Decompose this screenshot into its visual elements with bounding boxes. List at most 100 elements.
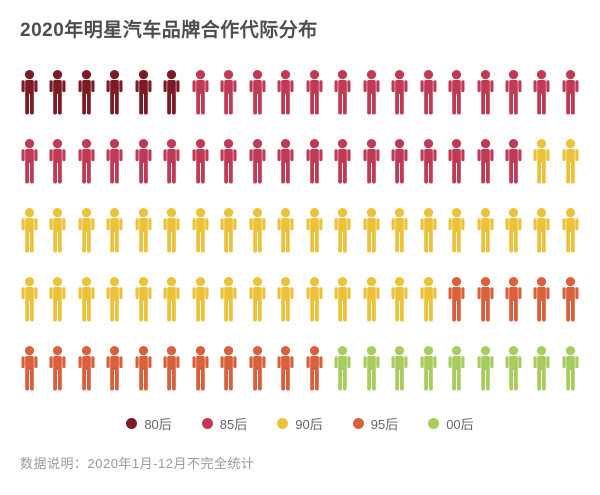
person-icon-00后 xyxy=(476,346,495,391)
person-icon-00后 xyxy=(333,346,352,391)
person-icon-85后 xyxy=(162,139,181,184)
person-icon-95后 xyxy=(77,346,96,391)
person-icon-90后 xyxy=(191,208,210,253)
person-icon-85后 xyxy=(305,70,324,115)
person-icon-95后 xyxy=(504,277,523,322)
person-icon-90后 xyxy=(476,208,495,253)
person-icon-80后 xyxy=(48,70,67,115)
legend: 80后 85后 90后 95后 00后 xyxy=(0,414,600,433)
person-icon-85后 xyxy=(248,70,267,115)
legend-dot xyxy=(352,417,364,429)
person-icon-85后 xyxy=(362,139,381,184)
person-icon-90后 xyxy=(419,208,438,253)
legend-label: 80后 xyxy=(144,416,172,432)
person-icon-85后 xyxy=(305,139,324,184)
person-icon-95后 xyxy=(219,346,238,391)
person-icon-90后 xyxy=(105,277,124,322)
legend-label: 90后 xyxy=(295,416,323,432)
legend-label: 85后 xyxy=(219,416,248,432)
person-icon-95后 xyxy=(276,346,295,391)
person-icon-90后 xyxy=(20,277,39,322)
legend-item-00后: 00后 xyxy=(428,414,474,433)
person-icon-95后 xyxy=(476,277,495,322)
legend-dot xyxy=(126,417,138,429)
person-icon-00后 xyxy=(390,346,409,391)
person-icon-85后 xyxy=(390,70,409,115)
person-icon-85后 xyxy=(532,70,551,115)
data-source-note: 数据说明：2020年1月-12月不完全统计 xyxy=(20,456,255,471)
legend-item-95后: 95后 xyxy=(352,414,399,433)
person-icon-85后 xyxy=(20,139,39,184)
person-icon-95后 xyxy=(561,277,580,322)
person-icon-90后 xyxy=(532,208,551,253)
person-icon-95后 xyxy=(162,346,181,391)
person-icon-80后 xyxy=(134,70,153,115)
person-icon-90后 xyxy=(532,139,551,184)
person-icon-95后 xyxy=(20,346,39,391)
person-icon-90后 xyxy=(305,208,324,253)
person-icon-95后 xyxy=(532,277,551,322)
pictogram-row xyxy=(20,277,580,322)
person-icon-95后 xyxy=(305,346,324,391)
person-icon-90后 xyxy=(105,208,124,253)
legend-item-85后: 85后 xyxy=(201,414,248,433)
pictogram-grid xyxy=(20,70,580,391)
person-icon-85后 xyxy=(504,70,523,115)
legend-label: 00后 xyxy=(446,416,474,432)
pictogram-row xyxy=(20,70,580,115)
person-icon-90后 xyxy=(447,208,466,253)
person-icon-00后 xyxy=(504,346,523,391)
person-icon-90后 xyxy=(48,208,67,253)
person-icon-90后 xyxy=(77,208,96,253)
person-icon-00后 xyxy=(532,346,551,391)
person-icon-80后 xyxy=(162,70,181,115)
legend-item-90后: 90后 xyxy=(277,414,323,433)
legend-item-80后: 80后 xyxy=(126,414,172,433)
legend-label: 95后 xyxy=(370,416,399,432)
person-icon-90后 xyxy=(134,277,153,322)
person-icon-85后 xyxy=(276,139,295,184)
person-icon-90后 xyxy=(77,277,96,322)
person-icon-90后 xyxy=(48,277,67,322)
legend-dot xyxy=(201,417,213,429)
person-icon-85后 xyxy=(447,139,466,184)
pictogram-row xyxy=(20,346,580,391)
person-icon-90后 xyxy=(362,208,381,253)
person-icon-85后 xyxy=(476,70,495,115)
person-icon-95后 xyxy=(447,277,466,322)
person-icon-90后 xyxy=(305,277,324,322)
pictogram-row xyxy=(20,208,580,253)
person-icon-90后 xyxy=(362,277,381,322)
person-icon-90后 xyxy=(248,208,267,253)
person-icon-95后 xyxy=(248,346,267,391)
person-icon-90后 xyxy=(419,277,438,322)
person-icon-90后 xyxy=(191,277,210,322)
person-icon-85后 xyxy=(191,70,210,115)
person-icon-80后 xyxy=(77,70,96,115)
person-icon-85后 xyxy=(476,139,495,184)
person-icon-80后 xyxy=(105,70,124,115)
person-icon-85后 xyxy=(219,139,238,184)
person-icon-90后 xyxy=(248,277,267,322)
person-icon-90后 xyxy=(162,277,181,322)
person-icon-85后 xyxy=(219,70,238,115)
person-icon-90后 xyxy=(390,277,409,322)
person-icon-85后 xyxy=(134,139,153,184)
person-icon-90后 xyxy=(20,208,39,253)
person-icon-90后 xyxy=(333,277,352,322)
person-icon-85后 xyxy=(447,70,466,115)
person-icon-90后 xyxy=(561,139,580,184)
person-icon-85后 xyxy=(48,139,67,184)
person-icon-80后 xyxy=(20,70,39,115)
person-icon-90后 xyxy=(333,208,352,253)
person-icon-90后 xyxy=(504,208,523,253)
person-icon-95后 xyxy=(134,346,153,391)
person-icon-85后 xyxy=(419,139,438,184)
infographic-page: 2020年明星汽车品牌合作代际分布 80后 85后 90后 95后 00后 数据说明：2… xyxy=(0,18,600,495)
person-icon-85后 xyxy=(105,139,124,184)
person-icon-90后 xyxy=(162,208,181,253)
person-icon-85后 xyxy=(191,139,210,184)
person-icon-90后 xyxy=(390,208,409,253)
person-icon-85后 xyxy=(333,139,352,184)
person-icon-85后 xyxy=(504,139,523,184)
